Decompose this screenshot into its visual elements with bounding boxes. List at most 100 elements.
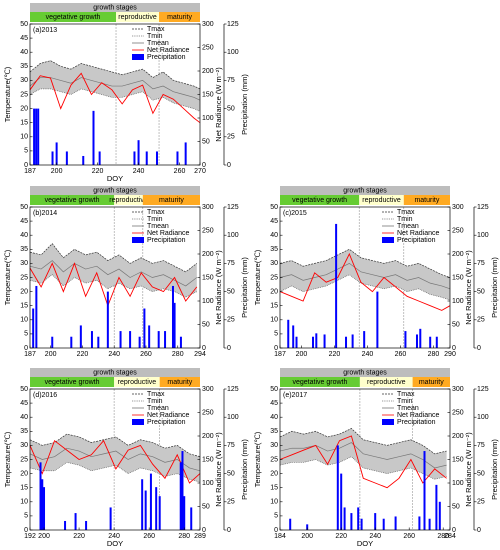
y2-tick-label: 0	[202, 162, 206, 169]
stage-header	[30, 3, 200, 12]
y2-tick-label: 300	[202, 204, 214, 211]
x-tick-label: 200	[51, 168, 63, 175]
y-tick-label: 30	[20, 260, 28, 267]
precipitation-bar	[435, 336, 438, 348]
y-tick-label: 0	[24, 345, 28, 352]
y-tick-label: 20	[270, 470, 278, 477]
x-tick-label: 280	[178, 533, 190, 540]
y-tick-label: 50	[270, 204, 278, 211]
stage-band	[114, 377, 160, 387]
y-tick-label: 0	[24, 162, 28, 169]
series-line	[279, 262, 451, 290]
precipitation-bar	[92, 110, 95, 165]
precipitation-bar	[148, 325, 151, 348]
stage-band	[30, 12, 117, 22]
precipitation-bar	[143, 308, 146, 348]
legend-label: Tmax	[147, 26, 165, 33]
y3-tick-label: 100	[477, 232, 489, 239]
legend-label: Tmin	[147, 33, 163, 40]
y2-tick-label: 50	[452, 321, 460, 328]
y3-tick-label: 0	[227, 345, 231, 352]
y-tick-label: 10	[270, 317, 278, 324]
precipitation-bar	[35, 285, 38, 348]
x-tick-label: 280	[437, 533, 449, 540]
series-line	[29, 439, 201, 484]
temperature-range-band	[280, 249, 450, 301]
x-tick-label: 220	[329, 351, 341, 358]
y2-tick-label: 300	[452, 204, 464, 211]
precipitation-bar	[137, 140, 140, 165]
precipitation-bar	[415, 334, 418, 348]
panel-label: (e)2017	[283, 392, 307, 399]
precipitation-bar	[345, 336, 348, 348]
stage-band	[159, 377, 200, 387]
y3-axis-title: Precipitation (mm)	[240, 74, 249, 135]
y3-tick-label: 50	[477, 288, 485, 295]
stage-header-label: growth stages	[93, 187, 137, 194]
stage-label: reproductive	[118, 379, 157, 386]
legend-label: Precipitation	[397, 419, 436, 426]
x-tick-label: 187	[24, 168, 36, 175]
stage-label: reproductive	[362, 197, 401, 204]
y-tick-label: 15	[270, 485, 278, 492]
precipitation-bar	[289, 518, 292, 530]
y2-tick-label: 250	[202, 409, 214, 416]
y-tick-label: 10	[270, 499, 278, 506]
series-line	[29, 262, 198, 308]
x-tick-label: 200	[296, 351, 308, 358]
y-tick-label: 35	[270, 246, 278, 253]
y2-axis-title: Net Radiance (W m⁻²)	[214, 67, 223, 142]
stage-label: vegetative growth	[292, 197, 347, 204]
y-tick-label: 5	[24, 148, 28, 155]
y3-tick-label: 100	[227, 49, 239, 56]
stage-label: vegetative growth	[45, 197, 100, 204]
x-tick-label: 240	[108, 533, 120, 540]
y3-tick-label: 0	[227, 162, 231, 169]
y2-axis-title: Net Radiance (W m⁻²)	[464, 432, 473, 507]
precipitation-bar	[190, 507, 193, 530]
series-line	[279, 274, 451, 301]
x-tick-label: 284	[444, 533, 456, 540]
precipitation-bar	[312, 336, 315, 348]
precipitation-bar	[179, 336, 182, 348]
y2-tick-label: 100	[202, 480, 214, 487]
precipitation-bar	[295, 336, 298, 348]
y-tick-label: 25	[270, 274, 278, 281]
y2-tick-label: 250	[452, 409, 464, 416]
precipitation-bar	[109, 507, 112, 530]
y-tick-label: 40	[270, 414, 278, 421]
y-tick-label: 45	[20, 400, 28, 407]
y-tick-label: 50	[270, 386, 278, 393]
x-tick-label: 192	[24, 533, 36, 540]
precipitation-bar	[360, 518, 363, 530]
legend-label: Tmax	[397, 391, 415, 398]
y-tick-label: 30	[20, 77, 28, 84]
y2-tick-label: 50	[202, 321, 210, 328]
stage-header-label: growth stages	[93, 369, 137, 376]
y-tick-label: 40	[20, 232, 28, 239]
y-tick-label: 50	[20, 386, 28, 393]
y-tick-label: 35	[20, 428, 28, 435]
y-tick-label: 0	[24, 527, 28, 534]
legend-label: Tmin	[147, 398, 163, 405]
y3-tick-label: 0	[477, 527, 481, 534]
y-axis-title: Temperature(℃)	[3, 66, 12, 122]
stage-band	[30, 377, 115, 387]
series-line	[29, 77, 201, 101]
y-tick-label: 30	[20, 442, 28, 449]
y2-tick-label: 50	[202, 503, 210, 510]
y2-tick-label: 150	[202, 91, 214, 98]
y-tick-label: 20	[20, 105, 28, 112]
legend-label: Tmax	[147, 391, 165, 398]
precipitation-bar	[55, 142, 58, 165]
series-line	[29, 447, 201, 472]
panel: growth stages vegetative growth reproducti…	[3, 186, 249, 358]
y-tick-label: 5	[24, 513, 28, 520]
y3-tick-label: 75	[227, 442, 235, 449]
y2-tick-label: 50	[202, 138, 210, 145]
stage-label: vegetative growth	[46, 14, 101, 21]
y-axis-title: Temperature(℃)	[3, 249, 12, 305]
legend-label: Tmin	[147, 216, 163, 223]
y-tick-label: 45	[270, 400, 278, 407]
